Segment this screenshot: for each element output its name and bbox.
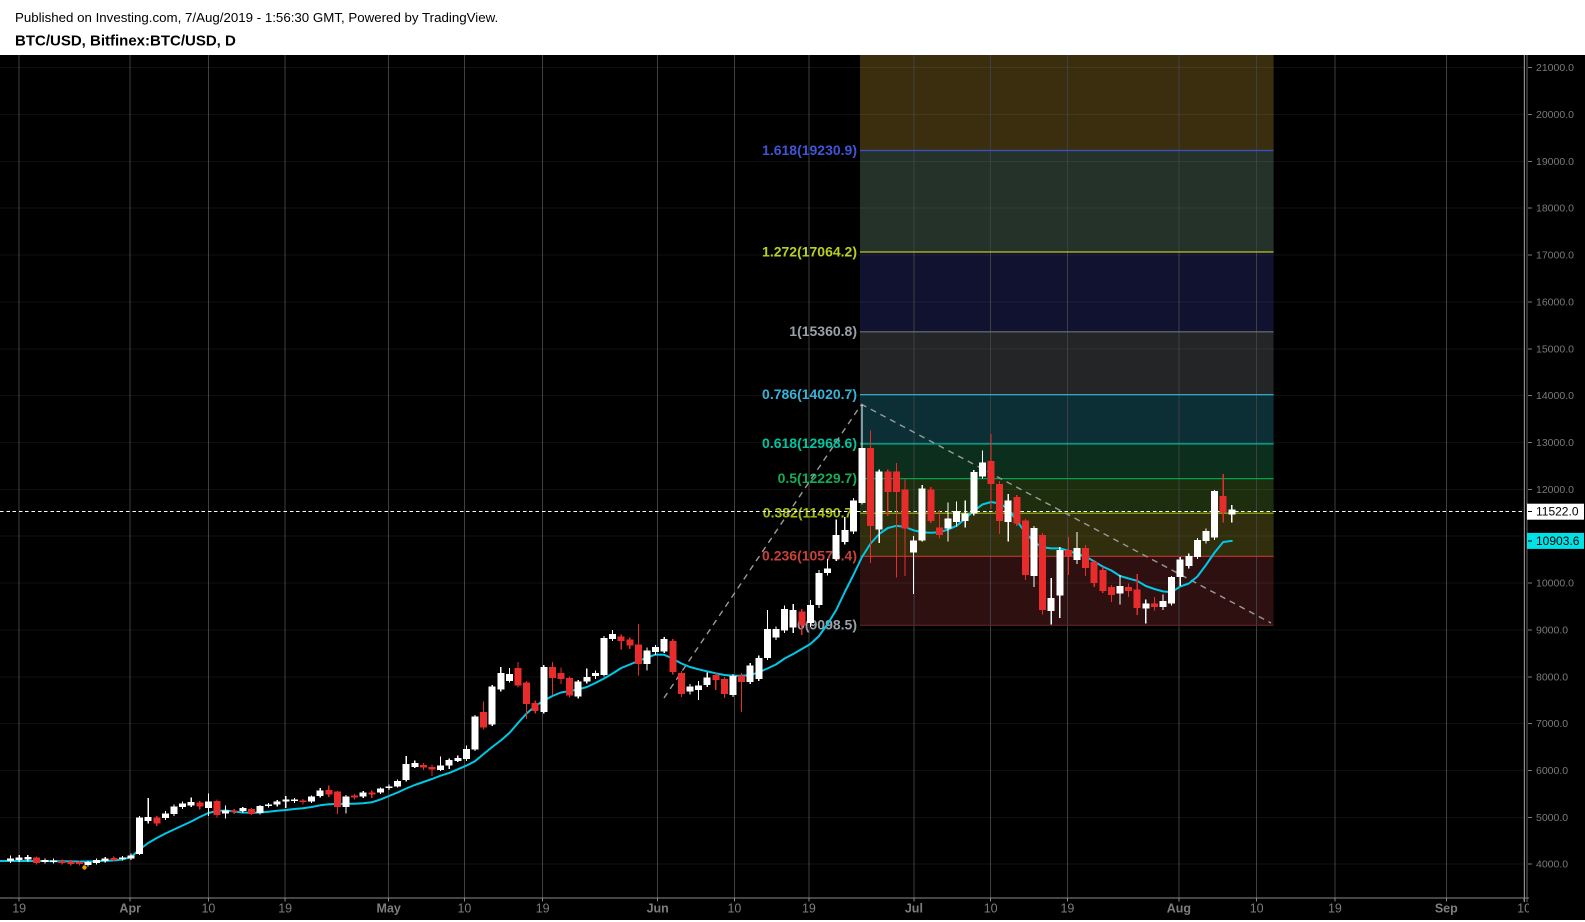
svg-text:8000.0: 8000.0 xyxy=(1536,671,1568,683)
svg-text:7000.0: 7000.0 xyxy=(1536,718,1568,730)
svg-text:10: 10 xyxy=(727,902,741,916)
svg-text:18000.0: 18000.0 xyxy=(1536,203,1574,215)
svg-text:0.5(12229.7): 0.5(12229.7) xyxy=(778,470,857,486)
svg-text:15000.0: 15000.0 xyxy=(1536,343,1574,355)
svg-text:19: 19 xyxy=(1060,902,1074,916)
svg-text:19: 19 xyxy=(12,902,26,916)
svg-text:17000.0: 17000.0 xyxy=(1536,250,1574,262)
svg-text:0.236(10576.4): 0.236(10576.4) xyxy=(762,548,857,564)
svg-text:5000.0: 5000.0 xyxy=(1536,812,1568,824)
svg-text:Sep: Sep xyxy=(1435,902,1458,916)
svg-text:1.272(17064.2): 1.272(17064.2) xyxy=(762,243,857,259)
svg-text:21000.0: 21000.0 xyxy=(1536,62,1574,74)
svg-text:6000.0: 6000.0 xyxy=(1536,765,1568,777)
svg-text:May: May xyxy=(377,902,401,916)
svg-text:19: 19 xyxy=(802,902,816,916)
svg-text:19: 19 xyxy=(278,902,292,916)
svg-text:0.382(11490.7): 0.382(11490.7) xyxy=(763,505,857,521)
svg-text:4000.0: 4000.0 xyxy=(1536,859,1568,871)
svg-text:13000.0: 13000.0 xyxy=(1536,437,1574,449)
svg-text:10903.6: 10903.6 xyxy=(1536,534,1580,548)
svg-text:0.786(14020.7): 0.786(14020.7) xyxy=(762,386,857,402)
svg-text:14000.0: 14000.0 xyxy=(1536,390,1574,402)
svg-text:Apr: Apr xyxy=(119,902,141,916)
svg-text:19: 19 xyxy=(536,902,550,916)
svg-text:10: 10 xyxy=(1517,902,1531,916)
svg-text:Jun: Jun xyxy=(647,902,669,916)
svg-text:10000.0: 10000.0 xyxy=(1536,578,1574,590)
svg-text:Aug: Aug xyxy=(1167,902,1191,916)
svg-text:10: 10 xyxy=(1250,902,1264,916)
svg-text:11522.0: 11522.0 xyxy=(1536,505,1579,519)
svg-text:9000.0: 9000.0 xyxy=(1536,624,1568,636)
svg-text:0.618(12968.6): 0.618(12968.6) xyxy=(762,435,857,451)
svg-text:Published on Investing.com, 7/: Published on Investing.com, 7/Aug/2019 -… xyxy=(15,10,498,25)
svg-text:BTC/USD, Bitfinex:BTC/USD, D: BTC/USD, Bitfinex:BTC/USD, D xyxy=(15,33,236,50)
svg-text:19: 19 xyxy=(1328,902,1342,916)
svg-text:16000.0: 16000.0 xyxy=(1536,296,1574,308)
svg-text:10: 10 xyxy=(457,902,471,916)
svg-text:10: 10 xyxy=(984,902,998,916)
svg-text:Jul: Jul xyxy=(905,902,923,916)
svg-text:20000.0: 20000.0 xyxy=(1536,109,1574,121)
svg-text:1.618(19230.9): 1.618(19230.9) xyxy=(762,142,857,158)
svg-text:10: 10 xyxy=(201,902,215,916)
svg-text:19000.0: 19000.0 xyxy=(1536,156,1574,168)
svg-text:12000.0: 12000.0 xyxy=(1536,484,1574,496)
svg-text:1(15360.8): 1(15360.8) xyxy=(789,323,857,339)
